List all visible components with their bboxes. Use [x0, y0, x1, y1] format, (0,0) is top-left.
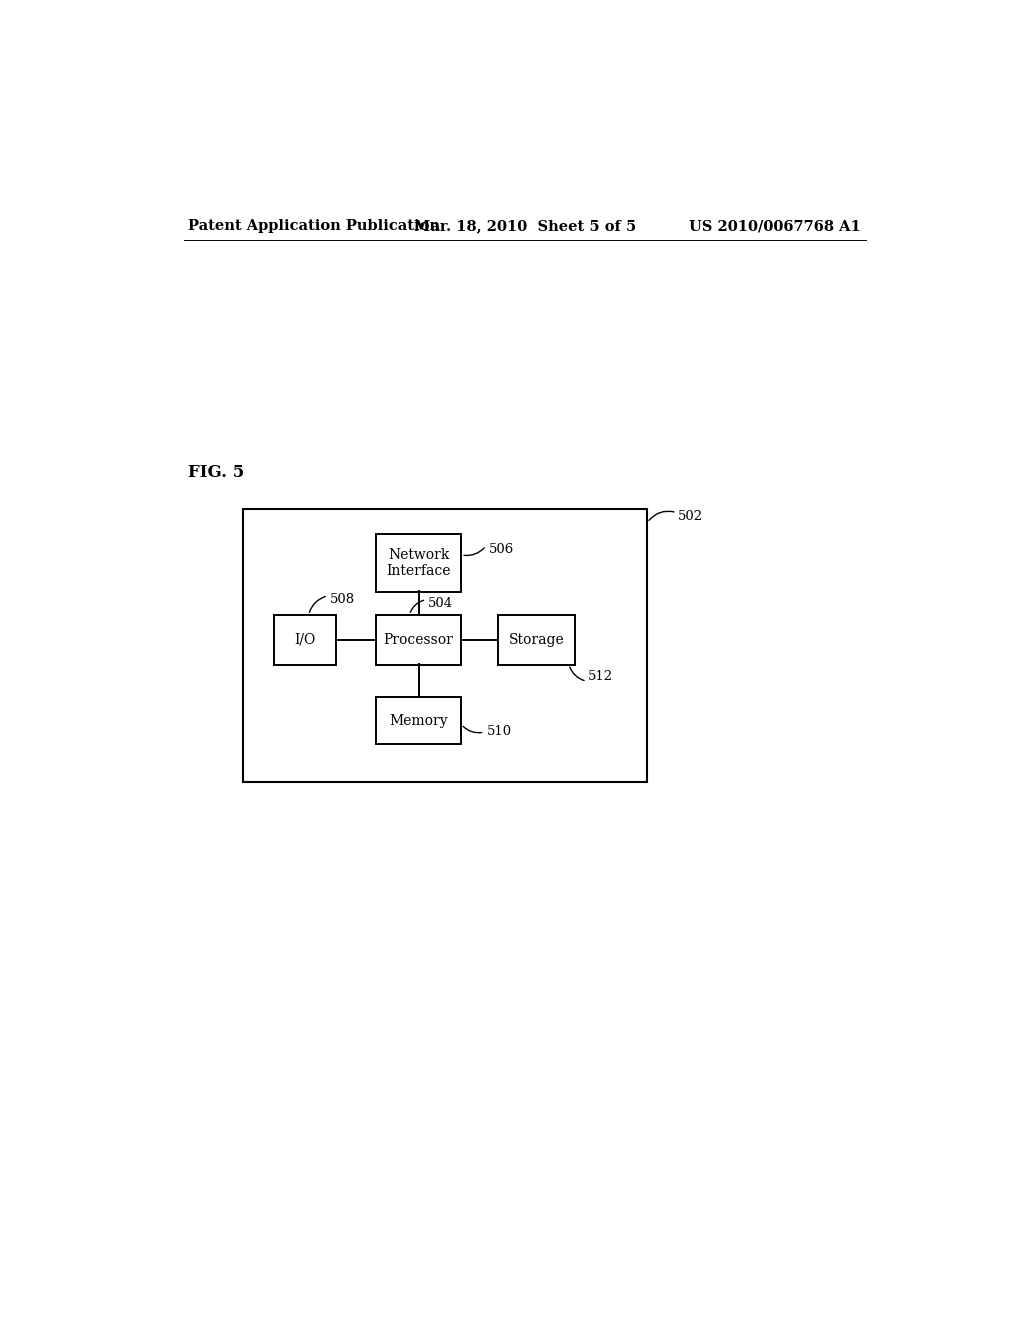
Text: 508: 508: [330, 594, 354, 606]
Text: Memory: Memory: [389, 714, 447, 727]
Text: Network
Interface: Network Interface: [386, 548, 451, 578]
Text: 512: 512: [589, 669, 613, 682]
Bar: [376, 615, 461, 665]
Text: Storage: Storage: [509, 632, 564, 647]
Text: I/O: I/O: [294, 632, 315, 647]
Text: FIG. 5: FIG. 5: [188, 465, 245, 480]
Text: Mar. 18, 2010  Sheet 5 of 5: Mar. 18, 2010 Sheet 5 of 5: [414, 219, 636, 234]
Text: Processor: Processor: [384, 632, 454, 647]
Text: 510: 510: [486, 725, 512, 738]
Text: 502: 502: [678, 511, 703, 523]
Bar: [273, 615, 336, 665]
Bar: [376, 697, 461, 743]
Text: 506: 506: [488, 543, 514, 556]
Text: 504: 504: [428, 597, 453, 610]
Bar: [376, 533, 461, 591]
Bar: [498, 615, 575, 665]
Text: Patent Application Publication: Patent Application Publication: [188, 219, 440, 234]
Text: US 2010/0067768 A1: US 2010/0067768 A1: [689, 219, 861, 234]
Bar: [243, 508, 647, 781]
